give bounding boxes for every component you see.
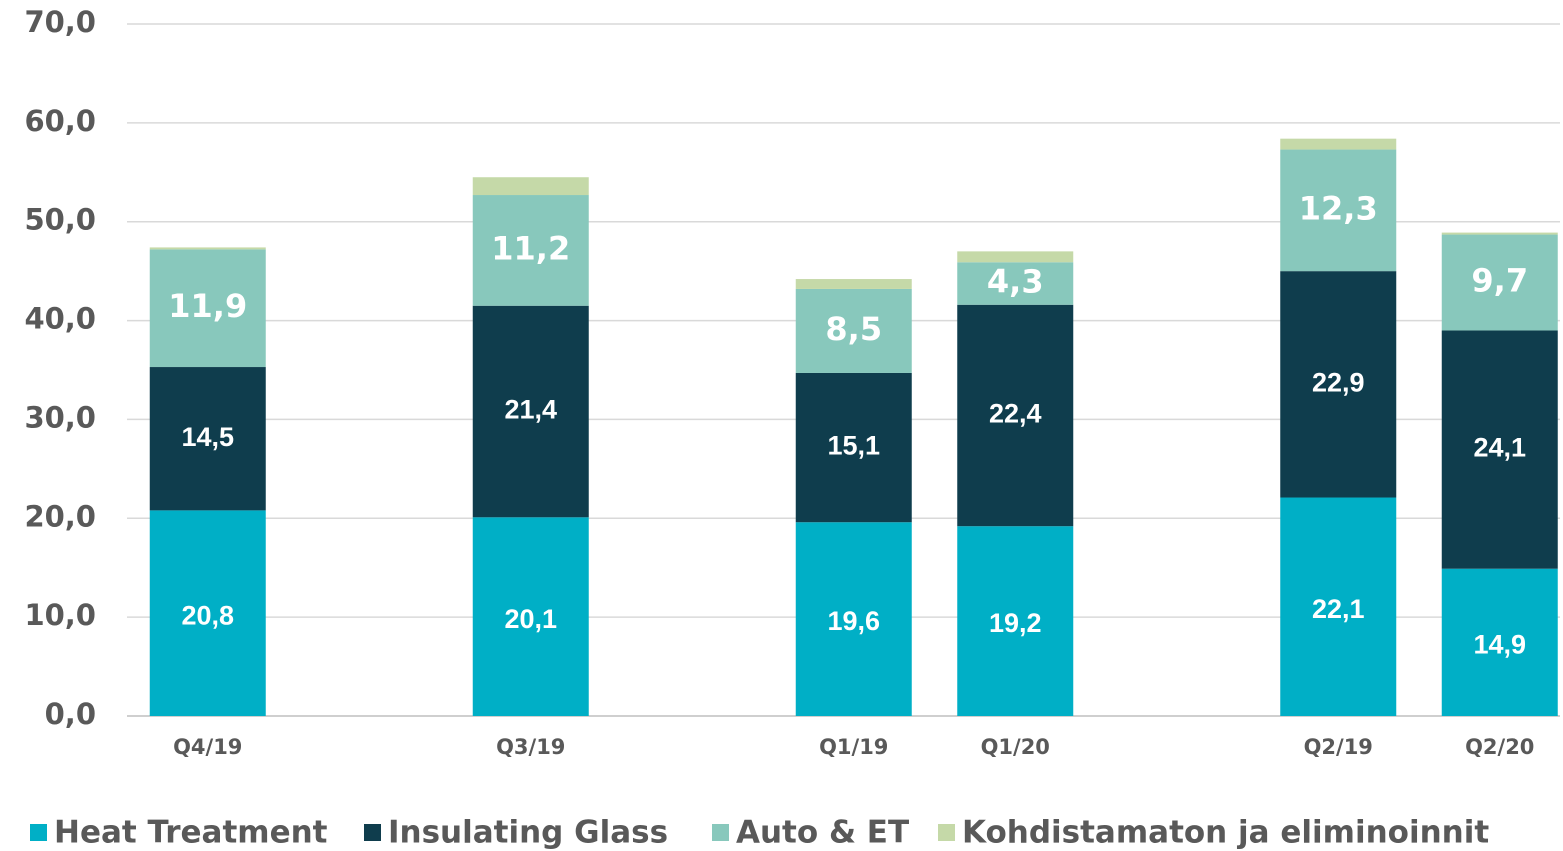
bar-segment — [149, 510, 266, 716]
legend-swatch — [938, 824, 955, 841]
data-label: 20,1 — [504, 604, 557, 634]
bar-segment — [957, 251, 1074, 263]
bar-segment — [957, 526, 1074, 716]
bar-segment — [1441, 232, 1558, 235]
legend-label: Heat Treatment — [54, 815, 328, 851]
y-tick-label: 10,0 — [24, 598, 96, 632]
data-label: 24,1 — [1473, 433, 1526, 463]
x-tick-label: Q2/20 — [1465, 735, 1534, 759]
legend-label: Kohdistamaton ja eliminoinnit — [962, 815, 1489, 851]
bar-segment — [149, 249, 266, 368]
bar-segment — [472, 177, 589, 196]
bar-segment — [1280, 138, 1397, 150]
bar-segment — [1280, 271, 1397, 498]
data-label: 15,1 — [827, 431, 880, 461]
y-tick-label: 70,0 — [24, 5, 96, 39]
bar-segment — [957, 304, 1074, 527]
data-label: 11,2 — [491, 229, 570, 267]
bar-segment — [795, 372, 912, 523]
legend-label: Auto & ET — [736, 815, 909, 851]
data-label: 9,7 — [1471, 262, 1528, 300]
bar-segment — [1280, 497, 1397, 716]
legend-swatch — [364, 824, 381, 841]
bar-segment — [149, 247, 266, 250]
data-label: 4,3 — [987, 263, 1044, 301]
data-label: 8,5 — [825, 310, 882, 348]
data-label: 22,4 — [989, 399, 1042, 429]
bar-segment — [795, 279, 912, 289]
y-tick-label: 40,0 — [24, 302, 96, 336]
x-tick-label: Q3/19 — [496, 735, 565, 759]
y-tick-label: 20,0 — [24, 499, 96, 533]
data-label: 14,9 — [1473, 629, 1526, 659]
data-label: 22,1 — [1312, 594, 1365, 624]
data-label: 11,9 — [168, 287, 247, 325]
data-label: 22,9 — [1312, 367, 1365, 397]
data-label: 20,8 — [181, 600, 234, 630]
bar-segment — [1441, 234, 1558, 331]
y-tick-label: 50,0 — [24, 203, 96, 237]
bar-segment — [1441, 568, 1558, 716]
x-tick-label: Q1/20 — [981, 735, 1050, 759]
bar-segment — [149, 367, 266, 511]
bar-segment — [1441, 330, 1558, 569]
data-label: 21,4 — [504, 395, 557, 425]
data-label: 19,6 — [827, 606, 880, 636]
legend-label: Insulating Glass — [388, 815, 668, 851]
bar-segment — [795, 288, 912, 373]
y-tick-label: 60,0 — [24, 104, 96, 138]
legend-swatch — [712, 824, 729, 841]
x-tick-label: Q4/19 — [173, 735, 242, 759]
bar-segment — [957, 262, 1074, 305]
bar-segment — [472, 195, 589, 306]
y-tick-label: 30,0 — [24, 400, 96, 434]
bar-segment — [472, 517, 589, 716]
data-label: 14,5 — [181, 422, 234, 452]
legend-swatch — [30, 824, 47, 841]
bar-segment — [472, 305, 589, 518]
bar-segment — [1280, 149, 1397, 272]
data-label: 12,3 — [1299, 189, 1378, 227]
y-tick-label: 0,0 — [45, 697, 96, 731]
x-tick-label: Q2/19 — [1304, 735, 1373, 759]
data-label: 19,2 — [989, 608, 1042, 638]
bar-segment — [795, 522, 912, 716]
x-tick-label: Q1/19 — [819, 735, 888, 759]
